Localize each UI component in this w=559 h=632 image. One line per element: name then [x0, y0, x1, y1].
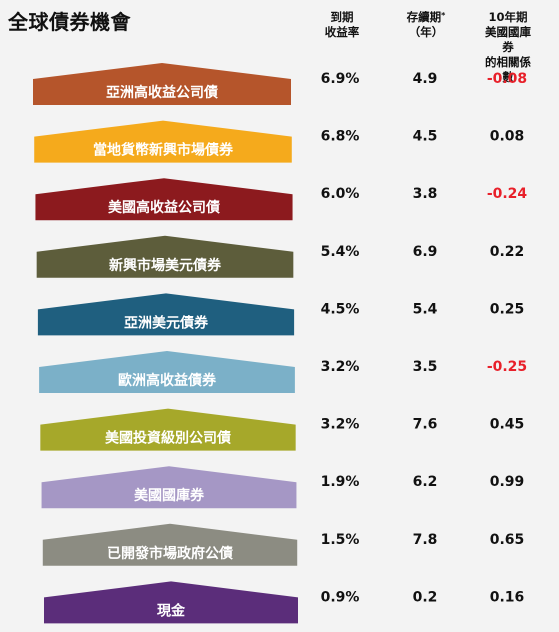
page-title: 全球債券機會 — [8, 10, 131, 34]
header-duration-text: 存續期 — [406, 10, 442, 24]
bond-arrow-shape — [35, 178, 293, 221]
correlation-value: 0.45 — [490, 417, 525, 433]
bond-label: 已開發市場政府公債 — [107, 545, 233, 562]
correlation-value: 0.08 — [490, 129, 525, 145]
bond-arrow-shape — [36, 235, 294, 278]
header-duration-line2: （年） — [408, 25, 444, 39]
bond-arrow-shape — [37, 293, 295, 336]
bond-label: 亞洲美元債券 — [124, 314, 209, 331]
bond-row: 新興市場美元債券 5.4% 6.9 0.22 — [36, 235, 525, 278]
duration-value: 4.9 — [413, 71, 438, 87]
bond-arrow-shape — [40, 408, 296, 451]
bond-label: 歐洲高收益債券 — [118, 372, 217, 389]
header-yield-line1: 到期 — [330, 10, 354, 24]
bond-label: 亞洲高收益公司債 — [106, 84, 218, 101]
bond-arrow-shape — [34, 120, 292, 163]
yield-value: 3.2% — [321, 417, 360, 433]
yield-value: 6.8% — [321, 129, 360, 145]
correlation-value: -0.25 — [487, 359, 527, 375]
header-duration-mark: * — [441, 11, 446, 20]
correlation-value: -0.24 — [487, 186, 528, 202]
bond-row: 亞洲美元債券 4.5% 5.4 0.25 — [37, 293, 525, 336]
correlation-value: 0.65 — [490, 532, 525, 548]
yield-value: 3.2% — [321, 359, 360, 375]
duration-value: 0.2 — [413, 589, 438, 605]
duration-value: 6.9 — [413, 244, 438, 260]
bond-label: 現金 — [157, 602, 186, 619]
duration-value: 3.8 — [413, 186, 438, 202]
header-duration-line1: 存續期* — [407, 10, 446, 25]
duration-value: 6.2 — [413, 474, 438, 490]
header-correlation-line2: 美國國庫券 — [485, 25, 531, 54]
bond-row: 歐洲高收益債券 3.2% 3.5 -0.25 — [39, 351, 527, 393]
header-correlation-line1: 10年期 — [488, 10, 528, 24]
bond-arrow-shape — [33, 63, 291, 105]
header-yield-line2: 收益率 — [324, 25, 360, 39]
duration-value: 4.5 — [413, 129, 438, 145]
yield-value: 4.5% — [321, 301, 360, 317]
bond-label: 美國高收益公司債 — [108, 199, 220, 216]
bond-label: 美國投資級別公司債 — [105, 430, 231, 447]
yield-value: 6.0% — [321, 186, 360, 202]
correlation-value: -0.08 — [487, 71, 527, 87]
bond-row: 當地貨幣新興市場債券 6.8% 4.5 0.08 — [34, 120, 525, 163]
duration-value: 5.4 — [413, 301, 438, 317]
bond-label: 美國國庫券 — [134, 487, 205, 504]
bond-row: 美國國庫券 1.9% 6.2 0.99 — [41, 466, 525, 509]
yield-value: 5.4% — [321, 244, 360, 260]
bond-row: 現金 0.9% 0.2 0.16 — [44, 581, 525, 624]
bond-arrow-shape — [41, 466, 297, 509]
bond-arrow-shape — [42, 523, 298, 566]
header-duration: 存續期* （年） — [407, 10, 446, 40]
header-correlation: 10年期 美國國庫券 的相關係數 — [483, 10, 534, 85]
yield-value: 0.9% — [321, 589, 360, 605]
correlation-value: 0.16 — [490, 589, 525, 605]
yield-value: 1.5% — [321, 532, 360, 548]
correlation-value: 0.22 — [490, 244, 525, 260]
bond-row: 已開發市場政府公債 1.5% 7.8 0.65 — [42, 523, 525, 566]
bond-label: 當地貨幣新興市場債券 — [93, 142, 234, 159]
bond-row: 美國高收益公司債 6.0% 3.8 -0.24 — [35, 178, 528, 221]
bond-label: 新興市場美元債券 — [109, 257, 222, 274]
duration-value: 7.8 — [413, 532, 438, 548]
bond-arrow-shape — [44, 581, 298, 624]
duration-value: 7.6 — [413, 417, 438, 433]
bond-row: 亞洲高收益公司債 6.9% 4.9 -0.08 — [33, 63, 527, 105]
correlation-value: 0.25 — [490, 301, 525, 317]
header-correlation-line3: 的相關係數 — [485, 55, 531, 84]
yield-value: 6.9% — [321, 71, 360, 87]
yield-value: 1.9% — [321, 474, 360, 490]
duration-value: 3.5 — [413, 359, 438, 375]
bond-row: 美國投資級別公司債 3.2% 7.6 0.45 — [40, 408, 525, 451]
header-yield: 到期 收益率 — [325, 10, 360, 40]
bond-arrow-shape — [39, 351, 295, 393]
correlation-value: 0.99 — [490, 474, 525, 490]
